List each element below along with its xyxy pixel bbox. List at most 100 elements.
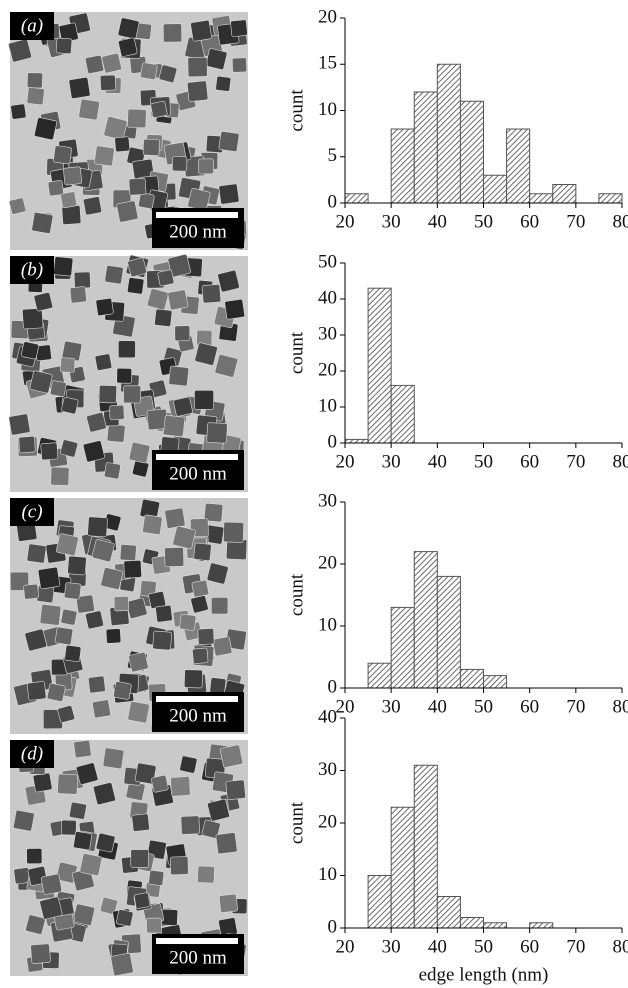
nanocube [102,747,125,770]
y-tick-label: 20 [318,811,337,832]
x-tick-label: 30 [382,451,401,472]
y-tick-label: 30 [318,323,337,344]
nanocube [187,187,211,212]
nanocube [212,636,233,657]
nanocube [106,423,126,443]
nanocube [148,870,165,886]
nanocube [193,542,212,561]
nanocube [164,547,185,568]
nanocube [152,630,172,651]
x-tick-label: 80 [613,451,628,472]
y-tick-label: 15 [318,53,337,74]
nanocube [34,117,58,141]
x-tick-label: 50 [474,211,493,232]
nanocube [63,166,83,186]
nanocube [57,705,75,723]
y-tick-label: 0 [328,191,338,212]
scale-bar [156,454,238,460]
scale-bar-label: 200 nm [169,947,227,968]
nanocube [30,943,51,964]
y-tick-label: 40 [318,706,337,727]
nanocube [100,567,124,590]
nanocube [191,579,209,598]
nanocube [203,502,224,523]
nanocube [198,158,214,175]
x-tick-label: 70 [566,451,585,472]
histogram-bar [483,922,508,929]
y-axis-label: count [286,331,307,374]
nanocube [64,582,82,600]
nanocube [218,131,240,152]
nanocube [33,292,53,312]
nanocube [127,277,145,295]
nanocube [10,103,27,120]
nanocube [98,385,117,404]
label-box [10,256,54,284]
nanocube [32,772,53,793]
nanocube [163,415,186,437]
nanocube [99,74,116,91]
nanocube [29,370,53,394]
x-tick-label: 30 [382,696,401,717]
nanocube [225,779,246,800]
nanocube [53,256,74,277]
nanocube [218,893,238,913]
nanocube [172,156,188,172]
y-tick-label: 40 [318,287,337,308]
nanocube [73,740,92,758]
nanocube [40,442,59,461]
nanocube [117,17,140,40]
nanocube [103,116,128,141]
nanocube [118,340,136,359]
nanocube [130,849,149,868]
nanocube [61,819,77,836]
nanocube [155,604,173,623]
nanocube [39,896,63,920]
nanocube [94,353,113,371]
panel-label: (d) [21,743,43,764]
nanocube [139,580,157,598]
nanocube [78,98,100,121]
nanocube [73,831,93,851]
histogram-bar [529,922,554,929]
histogram-bar [390,128,415,204]
x-tick-label: 80 [613,936,628,957]
nanocube [197,628,215,646]
label-box [10,740,54,768]
nanocube [169,856,189,876]
nanocube [60,608,78,626]
nanocube [140,62,158,80]
scale-bar [156,212,238,218]
nanocube [219,744,244,768]
nanocube [82,440,105,463]
histogram-bar [483,174,508,204]
nanocube [55,37,73,55]
scale-bar-label: 200 nm [169,463,227,484]
nanocube [215,832,238,855]
nanocube [60,357,76,373]
scale-bar-label: 200 nm [169,705,227,726]
nanocube [201,284,222,304]
nanocube [24,628,48,652]
nanocube [161,908,179,926]
histogram-bar [529,193,554,204]
nanocube [172,525,196,550]
nanocube [95,297,114,317]
histogram-bar [436,63,461,204]
x-tick-label: 50 [474,936,493,957]
nanocube [56,533,79,556]
nanocube [131,813,150,832]
nanocube [113,595,130,612]
histogram-bar [344,193,369,204]
nanocube [183,669,203,689]
nanocube [88,675,106,694]
y-tick-label: 10 [318,614,337,635]
nanocube [18,436,36,454]
y-axis-label: count [286,89,307,132]
histogram-bar [506,128,531,204]
nanocube [187,56,208,78]
y-tick-label: 50 [318,251,337,272]
nanocube [186,80,209,102]
nanocube [231,57,247,73]
histogram-bar [390,806,415,929]
